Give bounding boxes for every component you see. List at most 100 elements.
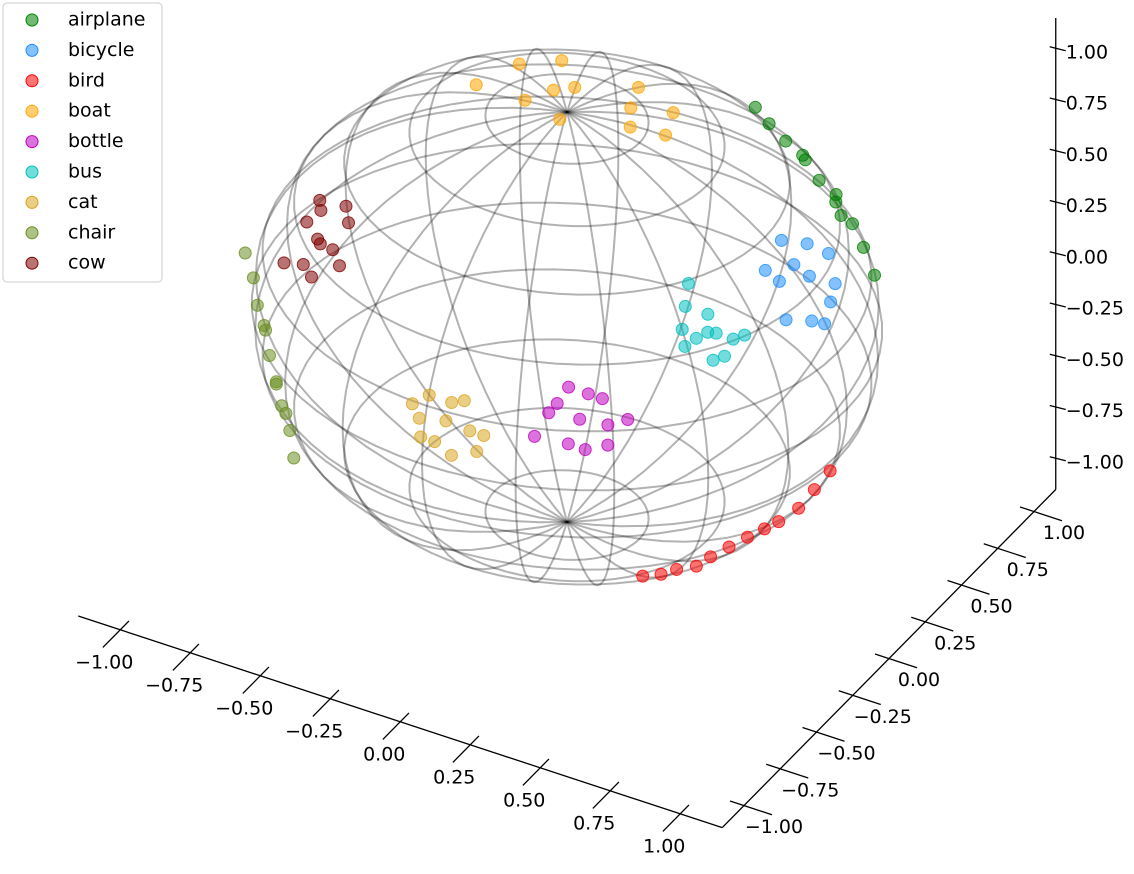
z-tick-label: 1.00	[1066, 41, 1108, 63]
point	[748, 100, 762, 114]
point	[573, 412, 587, 426]
z-tick-label: 0.00	[1066, 246, 1108, 268]
legend-label: bicycle	[68, 39, 134, 61]
z-tick-mark	[1049, 148, 1066, 154]
legend-marker	[25, 135, 39, 149]
point	[624, 101, 638, 115]
legend-label: bus	[68, 161, 102, 183]
point	[805, 314, 819, 328]
point	[632, 80, 645, 94]
point	[772, 274, 786, 288]
z-tick-mark	[1049, 46, 1066, 52]
y-tick-mark	[802, 726, 845, 742]
point	[774, 233, 788, 247]
point	[305, 270, 318, 284]
x-tick-mark	[312, 689, 340, 717]
point	[670, 562, 684, 576]
legend-label: cow	[68, 252, 106, 274]
longitude-line	[566, 63, 714, 523]
point	[706, 353, 720, 367]
legend-label: boat	[68, 100, 111, 122]
point	[792, 501, 806, 515]
point	[636, 569, 650, 583]
point	[857, 240, 870, 254]
point	[709, 326, 723, 340]
legend-marker	[25, 226, 39, 240]
x-tick-mark	[452, 735, 480, 763]
point	[654, 567, 668, 581]
y-tick-label: 0.75	[1007, 559, 1049, 581]
point	[779, 313, 793, 327]
longitude-line	[284, 111, 568, 533]
longitude-line	[566, 101, 850, 523]
point	[550, 396, 564, 410]
z-tick-mark	[1049, 97, 1066, 103]
x-tick-label: 0.25	[433, 766, 475, 788]
longitude-line	[566, 111, 849, 543]
point	[246, 271, 260, 285]
longitude-line	[254, 111, 568, 524]
y-tick-label: −0.25	[854, 706, 912, 728]
legend-label: bird	[68, 69, 105, 91]
point	[296, 258, 310, 272]
x-tick-mark	[592, 781, 620, 809]
point	[828, 277, 842, 291]
z-tick-label: −0.50	[1066, 349, 1124, 371]
y-tick-label: −0.50	[817, 743, 875, 765]
point	[277, 256, 291, 270]
point	[313, 193, 327, 207]
longitude-line	[424, 55, 568, 523]
y-tick-mark	[1019, 506, 1063, 522]
y-tick-label: −1.00	[745, 816, 803, 838]
longitude-line	[341, 111, 568, 552]
z-tick-mark	[1049, 456, 1066, 462]
longitude-line	[566, 50, 620, 523]
point	[772, 515, 786, 529]
point	[287, 451, 301, 465]
z-tick-label: −1.00	[1066, 451, 1124, 473]
point	[263, 349, 276, 362]
point	[818, 317, 832, 331]
point	[762, 117, 776, 131]
point	[342, 216, 355, 230]
legend: airplane bicycle bird boat bottle bus cat chair…	[2, 2, 163, 283]
y-tick-mark	[874, 653, 918, 669]
latitude-line	[408, 406, 726, 583]
point	[659, 128, 672, 142]
point	[701, 307, 715, 321]
z-tick-label: 0.50	[1066, 144, 1108, 166]
legend-marker	[25, 13, 39, 27]
x-tick-mark	[382, 712, 410, 740]
z-tick-label: −0.25	[1066, 298, 1124, 320]
legend-marker	[25, 104, 39, 118]
point	[623, 120, 637, 134]
y-tick-label: 0.50	[970, 596, 1012, 618]
point	[568, 80, 582, 94]
point	[666, 106, 680, 120]
point	[553, 112, 567, 126]
wireframe	[251, 47, 883, 587]
point	[555, 54, 569, 68]
point	[796, 148, 810, 162]
x-tick-label: −1.00	[75, 651, 133, 673]
point	[718, 349, 731, 363]
point	[578, 443, 592, 457]
point	[279, 406, 293, 420]
point	[726, 332, 740, 346]
latitude-line	[343, 338, 791, 586]
y-tick-mark	[729, 800, 773, 816]
legend-frame	[2, 2, 163, 283]
longitude-line	[566, 110, 880, 523]
point	[787, 258, 801, 272]
point	[412, 411, 426, 425]
point	[250, 298, 264, 312]
x-tick-mark	[242, 666, 270, 694]
point	[868, 268, 881, 282]
point	[758, 522, 771, 536]
longitude-line	[566, 82, 793, 523]
legend-marker	[25, 256, 39, 270]
latitude-line	[484, 73, 650, 165]
point	[800, 237, 814, 251]
x-tick-label: −0.75	[145, 674, 203, 696]
